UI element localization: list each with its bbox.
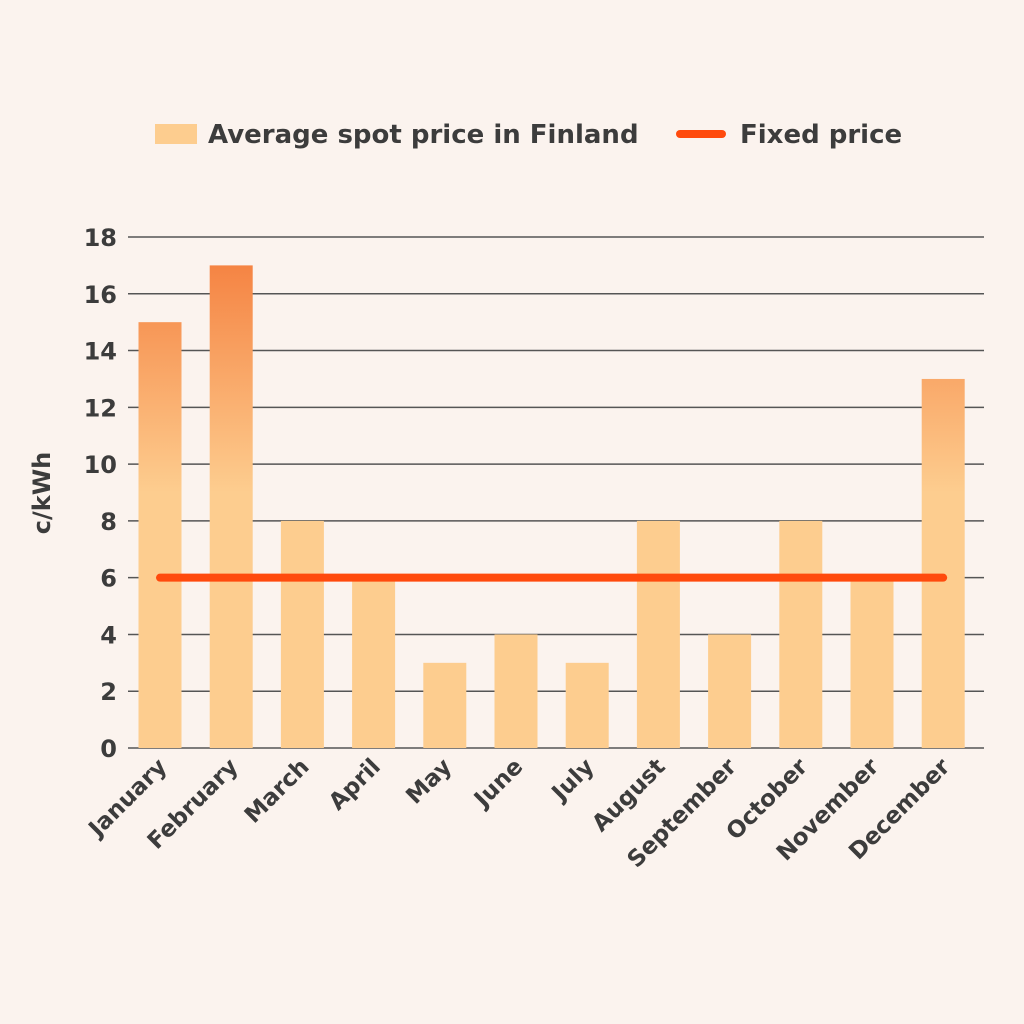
legend-label-fixed-price: Fixed price	[740, 120, 902, 150]
bar-november	[850, 577, 894, 748]
bar-february	[209, 265, 253, 748]
x-tick-label-july: July	[546, 754, 600, 808]
bars	[138, 265, 965, 748]
legend-label-spot-price: Average spot price in Finland	[208, 120, 639, 150]
bar-august	[636, 520, 680, 748]
legend-swatch-spot-price	[155, 124, 197, 144]
bar-april	[352, 577, 396, 748]
y-tick-label-2: 2	[100, 678, 117, 706]
y-tick-label-8: 8	[100, 508, 117, 536]
bar-october	[779, 520, 823, 748]
legend: Average spot price in Finland Fixed pric…	[155, 120, 902, 150]
y-tick-label-14: 14	[84, 338, 117, 366]
bar-june	[494, 634, 538, 748]
x-tick-label-may: May	[401, 754, 457, 810]
y-tick-label-4: 4	[100, 621, 117, 649]
x-tick-label-june: June	[468, 754, 528, 814]
bar-may	[423, 662, 467, 748]
bar-september	[708, 634, 752, 748]
y-tick-label-16: 16	[84, 281, 117, 309]
y-tick-label-18: 18	[84, 224, 117, 252]
x-tick-label-april: April	[324, 754, 386, 816]
x-tick-label-march: March	[240, 754, 315, 829]
y-tick-label-6: 6	[100, 565, 117, 593]
y-axis-ticks: 0 2 4 6 8 10 12 14 16 18	[84, 224, 117, 763]
bar-december	[921, 378, 965, 748]
y-tick-label-12: 12	[84, 394, 117, 422]
y-tick-label-10: 10	[84, 451, 117, 479]
bar-january	[138, 322, 182, 748]
bar-march	[280, 520, 324, 748]
bar-july	[565, 662, 609, 748]
y-axis-label: c/kWh	[28, 452, 56, 535]
y-tick-label-0: 0	[100, 735, 117, 763]
